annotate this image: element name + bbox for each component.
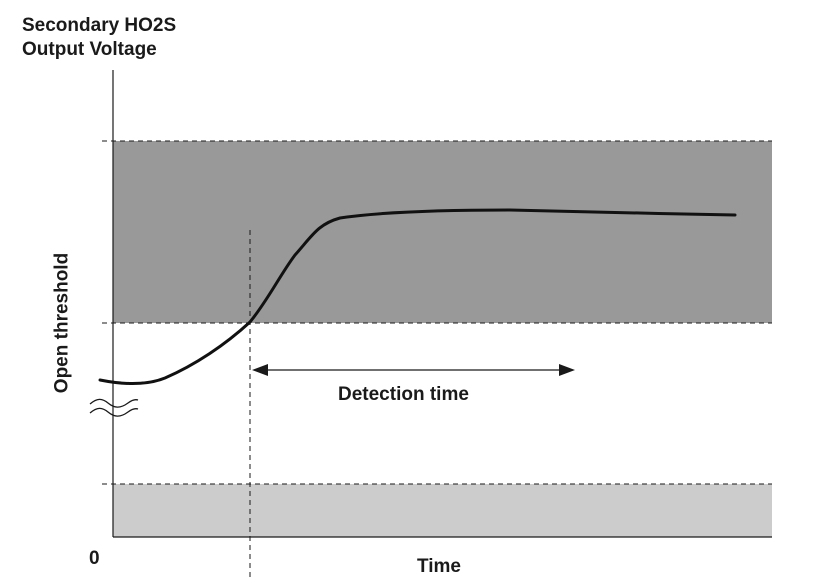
y-axis-title-line2: Output Voltage <box>22 39 157 60</box>
detection-time-label: Detection time <box>338 384 469 405</box>
lower-band <box>113 484 772 537</box>
upper-band <box>113 141 772 323</box>
y-axis-title-line1: Secondary HO2S <box>22 15 177 36</box>
axis-break-icon <box>89 398 139 408</box>
axis-break-icon-lower <box>89 407 139 417</box>
voltage-curve <box>98 208 737 385</box>
x-axis-title: Time <box>417 556 462 577</box>
open-threshold-label: Open threshold <box>51 252 73 394</box>
detection-arrow-right-head <box>559 364 575 376</box>
detection-arrow-left-head <box>252 364 268 376</box>
origin-label: 0 <box>89 548 100 569</box>
